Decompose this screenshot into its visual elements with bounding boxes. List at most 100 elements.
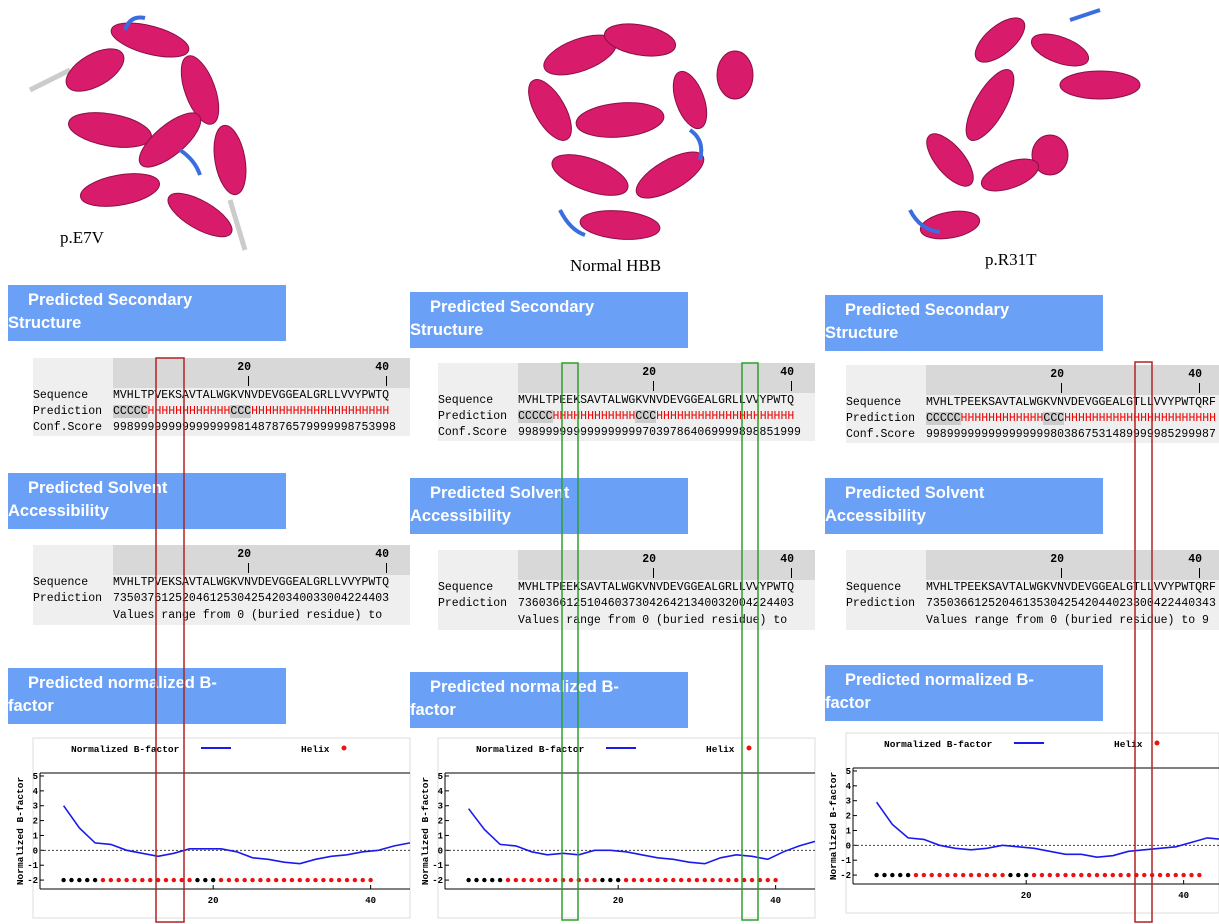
helix-dot — [882, 873, 886, 877]
residue-state: C — [134, 405, 141, 418]
helix-dot — [266, 878, 270, 882]
residue-state: H — [196, 405, 203, 418]
residue-state: H — [1064, 412, 1071, 425]
residue-state: C — [525, 410, 532, 423]
helix-dot — [734, 878, 738, 882]
structure-label: p.R31T — [985, 250, 1036, 270]
residue-state: H — [656, 410, 663, 423]
y-tick-label: 0 — [846, 841, 851, 851]
helix-dot — [553, 878, 557, 882]
residue-state: H — [1168, 412, 1175, 425]
sequence-row: SequenceMVHLTPEEKSAVTALWGKVNVDEVGGEALGTL… — [846, 395, 1219, 411]
helix-dot — [498, 878, 502, 882]
helix-dot — [1134, 873, 1138, 877]
residue-state: H — [1071, 412, 1078, 425]
row-text: 7350366125204613530425420440233004224403… — [926, 597, 1216, 610]
y-axis-label: Normalized B-factor — [828, 772, 839, 881]
row-label: Conf.Score — [846, 427, 926, 443]
prediction-panel: 2040SequenceMVHLTPEEKSAVTALWGKVNVDEVGGEA… — [846, 365, 1219, 443]
helix-dot — [695, 878, 699, 882]
helix-dot — [1095, 873, 1099, 877]
ruler-label: 40 — [1188, 368, 1202, 381]
legend-swatch — [342, 746, 347, 751]
helix-dot — [922, 873, 926, 877]
ruler-label: 40 — [1188, 553, 1202, 566]
residue-state: H — [1092, 412, 1099, 425]
helix-dot — [353, 878, 357, 882]
y-tick-label: 4 — [438, 787, 444, 797]
residue-state: H — [663, 410, 670, 423]
helix-dot — [203, 878, 207, 882]
b-factor-line — [877, 802, 1219, 857]
helix-dot — [985, 873, 989, 877]
x-tick-label: 40 — [770, 896, 781, 906]
residue-state: H — [739, 410, 746, 423]
helix-dot — [1103, 873, 1107, 877]
ruler: 2040 — [926, 550, 1219, 580]
x-tick-label: 40 — [1178, 891, 1189, 901]
row-text: MVHLTPVEKSAVTALWGKVNVDEVGGEALGRLLVVYPWTQ — [113, 576, 389, 589]
residue-state: C — [113, 405, 120, 418]
residue-state: H — [251, 405, 258, 418]
residue-state: H — [1099, 412, 1106, 425]
x-tick-label: 20 — [613, 896, 624, 906]
helix-dot — [1016, 873, 1020, 877]
helix-dot — [1079, 873, 1083, 877]
residue-state: H — [677, 410, 684, 423]
residue-state: C — [954, 412, 961, 425]
y-tick-label: 5 — [438, 772, 443, 782]
ruler-tick — [386, 376, 387, 386]
helix-dot — [750, 878, 754, 882]
prediction-string: CCCCCHHHHHHHHHHHHCCCHHHHHHHHHHHHHHHHHHHH — [113, 405, 389, 418]
residue-state: H — [1175, 412, 1182, 425]
helix-dot — [937, 873, 941, 877]
residue-state: H — [767, 410, 774, 423]
y-tick-label: 2 — [33, 817, 38, 827]
prediction-panel: 2040SequenceMVHLTPEEKSAVTALWGKVNVDEVGGEA… — [438, 363, 815, 441]
legend-label: Helix — [301, 744, 330, 755]
legend-label: Helix — [706, 744, 735, 755]
residue-state: H — [594, 410, 601, 423]
protein-structure — [520, 19, 753, 242]
panel-note: Values range from 0 (buried residue) to … — [846, 612, 1219, 630]
helix-dot — [1063, 873, 1067, 877]
residue-state: H — [615, 410, 622, 423]
residue-state: H — [362, 405, 369, 418]
helix-dot — [890, 873, 894, 877]
row-text: MVHLTPEEKSAVTALWGKVNVDEVGGEALGTLLVVYPWTQ… — [926, 396, 1216, 409]
b-factor-line — [469, 809, 815, 864]
helix-dot — [930, 873, 934, 877]
legend-swatch — [747, 746, 752, 751]
y-tick-label: 4 — [33, 787, 39, 797]
helix-dot — [1048, 873, 1052, 877]
helix-dot — [703, 878, 707, 882]
row-label: Sequence — [33, 575, 113, 591]
ruler-label: 40 — [780, 553, 794, 566]
section-title: Predicted Solvent Accessibility — [825, 478, 1103, 534]
sequence-row: Prediction736036612510460373042642134003… — [438, 596, 815, 612]
helix-dot — [258, 878, 262, 882]
helix-dot — [164, 878, 168, 882]
residue-state: H — [1209, 412, 1216, 425]
helix-dot — [61, 878, 65, 882]
residue-state: C — [947, 412, 954, 425]
residue-state: H — [608, 410, 615, 423]
section-title: Predicted Secondary Structure — [8, 285, 286, 341]
helix-dot — [608, 878, 612, 882]
protein-structure — [30, 16, 251, 250]
helix-dot — [282, 878, 286, 882]
row-label: Conf.Score — [438, 425, 518, 441]
y-tick-label: -1 — [840, 856, 851, 866]
helix-dot — [290, 878, 294, 882]
ruler-tick — [653, 381, 654, 391]
helix-dot — [977, 873, 981, 877]
helix-dot — [522, 878, 526, 882]
helix-dot — [969, 873, 973, 877]
helix-dot — [592, 878, 596, 882]
sequence-row: SequenceMVHLTPEEKSAVTALWGKVNVDEVGGEALGRL… — [438, 393, 815, 409]
helix-dot — [148, 878, 152, 882]
row-label: Prediction — [438, 409, 518, 425]
legend-label: Normalized B-factor — [884, 739, 993, 750]
